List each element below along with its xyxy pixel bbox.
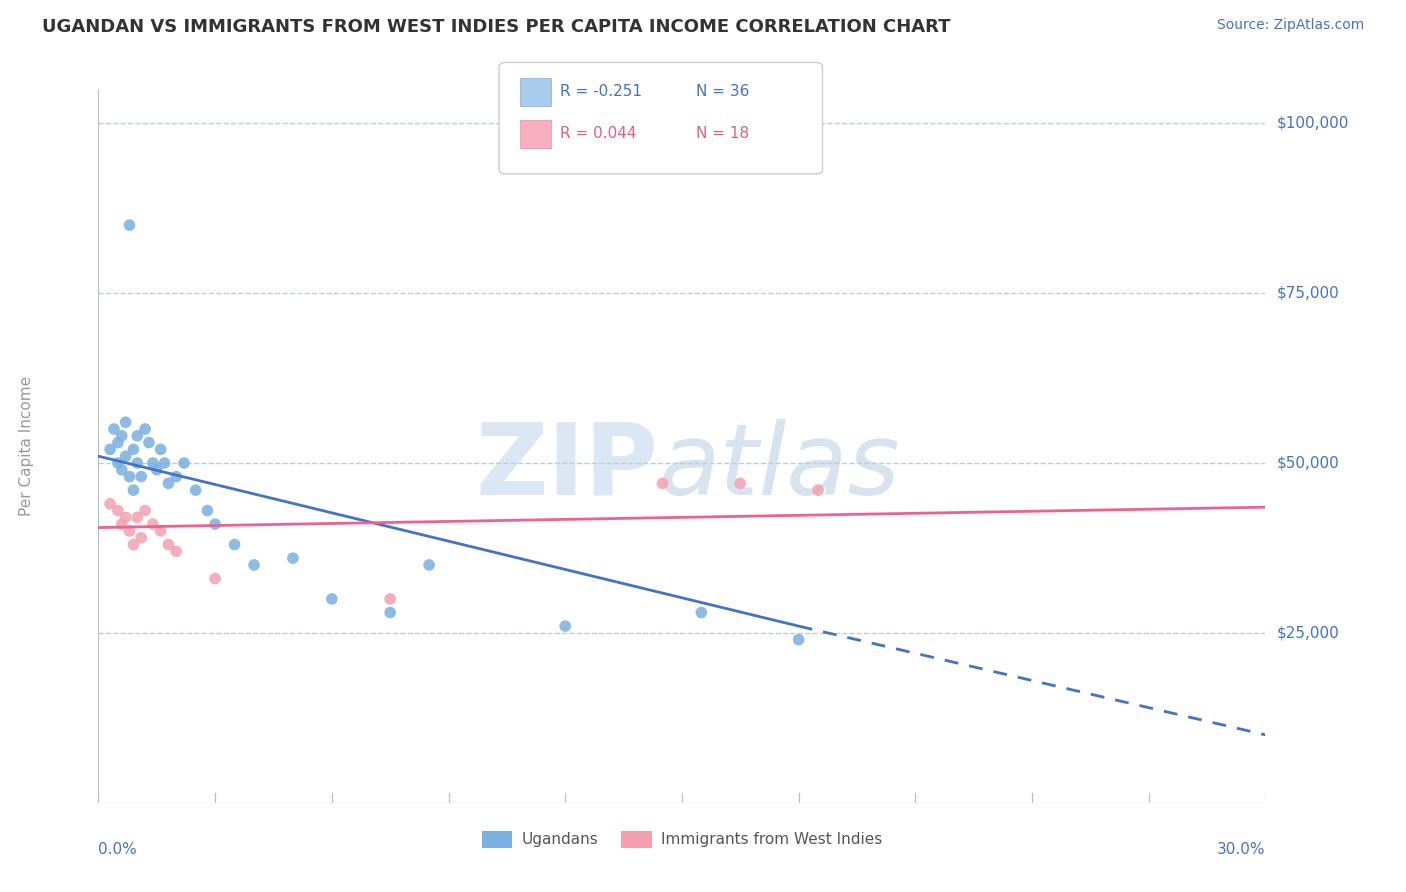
Text: N = 18: N = 18: [696, 127, 749, 141]
Point: [730, 476, 752, 491]
Point: [129, 469, 152, 483]
Point: [184, 483, 207, 498]
Point: [142, 456, 165, 470]
Text: $50,000: $50,000: [1277, 456, 1340, 470]
Text: 30.0%: 30.0%: [1218, 842, 1265, 856]
Text: ZIP: ZIP: [475, 419, 658, 516]
Point: [281, 551, 304, 566]
Point: [107, 435, 129, 450]
Point: [418, 558, 440, 572]
Point: [204, 517, 226, 532]
Point: [554, 619, 576, 633]
Point: [195, 503, 218, 517]
Point: [118, 218, 141, 232]
Text: R = 0.044: R = 0.044: [560, 127, 636, 141]
Point: [107, 503, 129, 517]
Point: [134, 422, 156, 436]
Point: [204, 572, 226, 586]
Point: [153, 456, 176, 470]
Point: [146, 463, 169, 477]
Point: [243, 558, 266, 572]
Point: [380, 606, 402, 620]
Text: 0.0%: 0.0%: [98, 842, 138, 856]
Point: [129, 531, 152, 545]
Text: Per Capita Income: Per Capita Income: [18, 376, 34, 516]
Point: [138, 435, 160, 450]
Point: [111, 517, 134, 532]
Point: [321, 591, 343, 606]
Point: [165, 544, 187, 558]
Legend: Ugandans, Immigrants from West Indies: Ugandans, Immigrants from West Indies: [474, 823, 890, 855]
Point: [157, 476, 180, 491]
Point: [165, 469, 187, 483]
Text: R = -0.251: R = -0.251: [560, 85, 641, 99]
Text: Source: ZipAtlas.com: Source: ZipAtlas.com: [1216, 18, 1364, 32]
Point: [380, 591, 402, 606]
Point: [807, 483, 830, 498]
Point: [142, 517, 165, 532]
Text: $100,000: $100,000: [1277, 116, 1348, 131]
Point: [114, 449, 136, 463]
Point: [118, 469, 141, 483]
Point: [134, 503, 156, 517]
Point: [157, 537, 180, 551]
Point: [122, 537, 145, 551]
Point: [127, 429, 149, 443]
Point: [114, 510, 136, 524]
Point: [118, 524, 141, 538]
Point: [122, 483, 145, 498]
Text: $75,000: $75,000: [1277, 285, 1340, 301]
Point: [111, 463, 134, 477]
Point: [787, 632, 810, 647]
Point: [173, 456, 195, 470]
Text: UGANDAN VS IMMIGRANTS FROM WEST INDIES PER CAPITA INCOME CORRELATION CHART: UGANDAN VS IMMIGRANTS FROM WEST INDIES P…: [42, 18, 950, 36]
Point: [127, 510, 149, 524]
Point: [127, 456, 149, 470]
Point: [98, 442, 121, 457]
Point: [149, 524, 172, 538]
Point: [224, 537, 246, 551]
Point: [651, 476, 673, 491]
Text: $25,000: $25,000: [1277, 625, 1340, 640]
Point: [122, 442, 145, 457]
Point: [98, 497, 121, 511]
Text: N = 36: N = 36: [696, 85, 749, 99]
Point: [107, 456, 129, 470]
Point: [111, 429, 134, 443]
Point: [690, 606, 713, 620]
Point: [114, 415, 136, 429]
Point: [103, 422, 125, 436]
Text: atlas: atlas: [658, 419, 900, 516]
Point: [149, 442, 172, 457]
